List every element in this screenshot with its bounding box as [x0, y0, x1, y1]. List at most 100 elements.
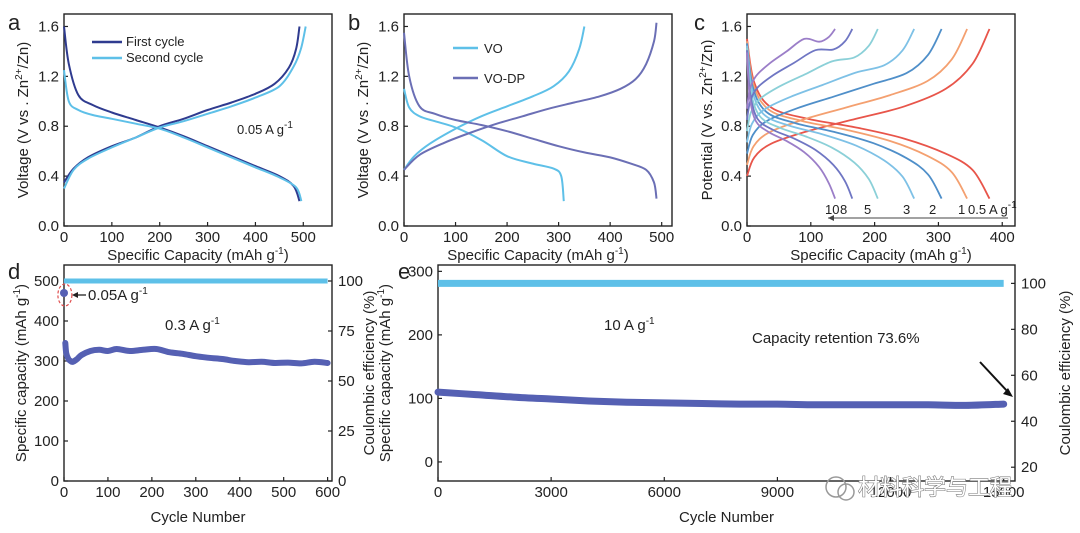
legend-label: VO-DP	[484, 71, 525, 86]
plot-frame	[63, 264, 333, 482]
series-line	[403, 32, 658, 199]
panel-d: 0 100 200 300 400 500 600010020030040050002550…	[8, 259, 378, 526]
x-tick-label: 6000	[648, 484, 681, 501]
y-tick-label: 0.4	[38, 168, 59, 185]
x-axis-label: Cycle Number	[679, 509, 774, 526]
y2-tick-label: 100	[1021, 275, 1046, 292]
capacity-series	[62, 340, 331, 367]
y-axis-label: Specific capacity (mAh g-1)	[12, 284, 30, 462]
y2-axis-label: Coulombic efficiency (%)	[1057, 291, 1074, 456]
x-tick-label: 0	[743, 229, 751, 246]
y-tick-label: 100	[408, 390, 433, 407]
rate-label: 5	[864, 202, 871, 217]
x-tick-label: 100	[95, 484, 120, 501]
series-line	[746, 41, 968, 200]
panel-c: 0 100 200 300 400 0.0 0.4 0.8 1.2 1.6 10 8 5 3 2 1 0.5 A…	[694, 10, 1017, 264]
y-tick-label: 0.8	[38, 118, 59, 135]
y2-tick-label: 50	[338, 373, 355, 390]
series-line	[63, 26, 301, 202]
y2-tick-label: 100	[338, 273, 363, 290]
x-axis-label: Specific Capacity (mAh g-1)	[447, 246, 628, 264]
series-line	[746, 52, 836, 199]
series-line	[746, 43, 943, 200]
y-tick-label: 1.6	[721, 18, 742, 35]
rate-label: 2	[929, 202, 936, 217]
x-tick-label: 500	[649, 229, 674, 246]
y-tick-label: 300	[408, 263, 433, 280]
panel-a: 0 100 200 300 400 500 0.0 0.4 0.8 1.2 1.6 First cyc…	[8, 10, 333, 264]
x-tick-label: 500	[291, 229, 316, 246]
y-tick-label: 0	[425, 454, 433, 471]
panel-label: b	[348, 10, 360, 35]
y-tick-label: 0.8	[378, 118, 399, 135]
x-tick-label: 300	[926, 229, 951, 246]
x-tick-label: 100	[798, 229, 823, 246]
x-axis-label: Cycle Number	[150, 509, 245, 526]
series-line	[63, 69, 303, 202]
y2-tick-label: 75	[338, 323, 355, 340]
x-tick-label: 400	[990, 229, 1015, 246]
series-line	[746, 28, 968, 166]
y2-tick-label: 40	[1021, 413, 1038, 430]
series-line	[403, 26, 586, 171]
y-tick-label: 1.2	[378, 68, 399, 85]
y-tick-label: 200	[34, 393, 59, 410]
annotation-arrowhead	[72, 292, 78, 298]
rate-annotation: 10 A g-1	[604, 316, 655, 334]
x-tick-label: 0	[60, 484, 68, 501]
plot-frame	[403, 13, 673, 227]
panel-label: d	[8, 259, 20, 284]
series-line	[746, 28, 991, 177]
y-axis-label: Specific capacity (mAh g-1)	[376, 284, 394, 462]
y-tick-label: 0.4	[721, 168, 742, 185]
x-tick-label: 0	[400, 229, 408, 246]
rate-arrowhead	[828, 215, 834, 221]
capacity-point	[60, 289, 68, 297]
rate-label: 10	[825, 202, 839, 217]
watermark: 材料科学与工程	[858, 475, 1012, 500]
x-tick-label: 200	[495, 229, 520, 246]
series-line	[746, 50, 854, 199]
x-tick-label: 15000	[983, 484, 1025, 501]
panel-b: 0 100 200 300 400 500 0.0 0.4 0.8 1.2 1.6 VO VO-DP b S…	[348, 10, 674, 264]
legend-label: VO	[484, 41, 503, 56]
series-line	[746, 38, 991, 200]
legend-label: First cycle	[126, 34, 185, 49]
x-tick-label: 200	[147, 229, 172, 246]
y-tick-label: 1.6	[38, 18, 59, 35]
panel-label: a	[8, 10, 21, 35]
y2-tick-label: 0	[338, 473, 346, 490]
highlight-circle	[57, 283, 73, 307]
y2-tick-label: 20	[1021, 459, 1038, 476]
x-tick-label: 100	[99, 229, 124, 246]
x-tick-label: 0	[60, 229, 68, 246]
panel-label: e	[398, 259, 410, 284]
x-tick-label: 400	[227, 484, 252, 501]
legend-label: Second cycle	[126, 50, 203, 65]
series-line	[63, 26, 307, 190]
x-tick-label: 0	[434, 484, 442, 501]
x-tick-label: 500	[271, 484, 296, 501]
plot-frame	[437, 264, 1016, 482]
series-line	[403, 88, 565, 202]
y2-tick-label: 80	[1021, 321, 1038, 338]
series-line	[63, 26, 301, 183]
x-tick-label: 12000	[870, 484, 912, 501]
x-tick-label: 300	[546, 229, 571, 246]
y-tick-label: 400	[34, 313, 59, 330]
y-tick-label: 1.6	[378, 18, 399, 35]
y2-tick-label: 25	[338, 423, 355, 440]
wechat-icon	[825, 476, 855, 501]
y-tick-label: 0.4	[378, 168, 399, 185]
y-tick-label: 300	[34, 353, 59, 370]
rate-label: 3	[903, 202, 910, 217]
retention-annotation: Capacity retention 73.6%	[752, 330, 920, 347]
x-tick-label: 9000	[761, 484, 794, 501]
series-line	[746, 28, 836, 109]
y-tick-label: 200	[408, 327, 433, 344]
y-tick-label: 0.0	[721, 218, 742, 235]
low-rate-annotation: 0.05A g-1	[88, 286, 148, 304]
y-axis-label: Potential (V vs. Zn2+/Zn)	[698, 40, 716, 201]
series-line	[746, 45, 915, 200]
